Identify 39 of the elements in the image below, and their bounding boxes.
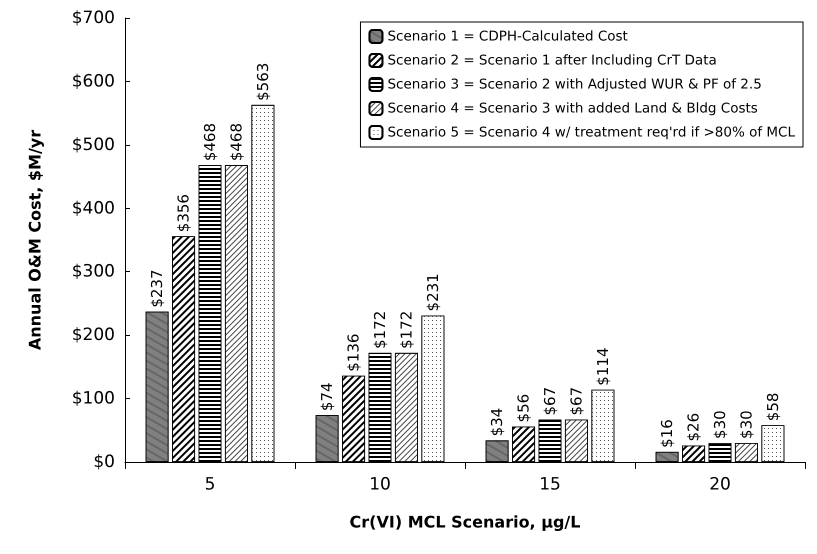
y-tick-label: $100 <box>72 388 115 409</box>
legend-label: Scenario 1 = CDPH-Calculated Cost <box>387 28 628 44</box>
data-label: $26 <box>684 412 703 442</box>
data-label: $67 <box>567 386 586 416</box>
data-label: $231 <box>424 273 442 312</box>
y-tick-label: $200 <box>72 325 115 346</box>
legend-label: Scenario 3 = Scenario 2 with Adjusted WUR & PF of 2.5 <box>387 76 762 92</box>
data-label: $356 <box>174 194 193 232</box>
y-tick-label: $700 <box>72 8 115 28</box>
data-label: $563 <box>254 62 272 101</box>
x-tick-label: 5 <box>204 474 216 494</box>
data-label: $16 <box>658 419 676 448</box>
data-label: $56 <box>514 394 533 422</box>
y-tick-label: $0 <box>93 452 115 472</box>
y-tick-label: $600 <box>72 71 115 92</box>
legend-label: Scenario 2 = Scenario 1 after Including CrT Data <box>387 52 717 68</box>
y-tick-label: $500 <box>72 134 115 155</box>
y-tick-label: $400 <box>72 198 115 218</box>
y-axis-title: Annual O&M Cost, $M/yr <box>26 130 44 350</box>
data-label: $34 <box>488 408 506 436</box>
data-label: $67 <box>541 386 559 416</box>
data-label: $468 <box>201 122 219 162</box>
x-tick-label: 20 <box>709 474 731 494</box>
data-label: $136 <box>344 334 363 372</box>
x-tick-label: 15 <box>539 474 561 494</box>
data-label: $114 <box>594 348 612 386</box>
x-tick-label: 10 <box>369 474 391 494</box>
data-label: $172 <box>397 310 416 349</box>
data-label: $172 <box>371 310 389 349</box>
legend-label: Scenario 4 = Scenario 3 with added Land & Bldg Costs <box>387 100 758 116</box>
data-label: $468 <box>227 122 246 162</box>
legend-label: Scenario 5 = Scenario 4 w/ treatment req'rd if >80% of MCL <box>387 124 796 140</box>
x-axis-title: Cr(VI) MCL Scenario, µg/L <box>350 512 580 532</box>
data-label: $58 <box>764 392 782 422</box>
data-label: $74 <box>318 382 336 412</box>
data-label: $237 <box>148 269 166 308</box>
data-label: $30 <box>711 410 729 439</box>
y-tick-label: $300 <box>72 262 115 282</box>
data-label: $30 <box>737 410 756 439</box>
